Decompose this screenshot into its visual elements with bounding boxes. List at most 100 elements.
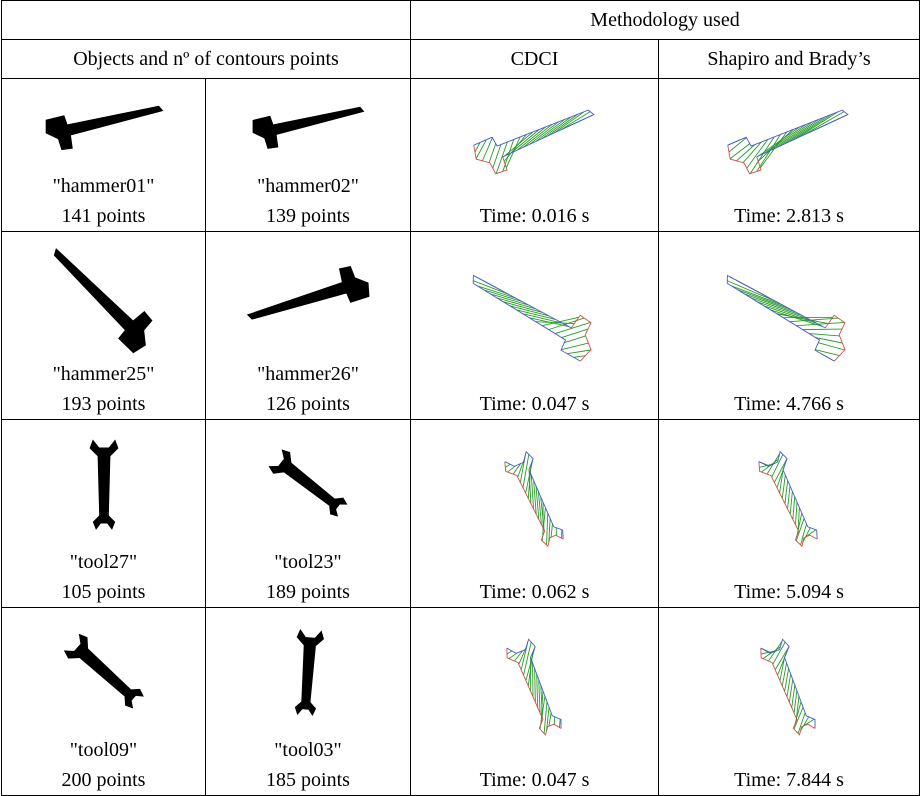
hatch-line <box>548 713 550 726</box>
contour-correspondence <box>506 639 560 735</box>
hatch-line <box>793 497 795 520</box>
point-count: 189 points <box>266 577 350 607</box>
hatch-line <box>506 651 511 654</box>
object-name: "tool03" <box>274 735 341 765</box>
hatch-line <box>542 117 571 139</box>
hatch-line <box>567 350 591 354</box>
header-row: Objects and nº of contours points CDCI S… <box>2 40 920 79</box>
objects-header: Objects and nº of contours points <box>2 40 411 79</box>
hatch-line <box>507 466 515 472</box>
hatch-line <box>516 310 556 320</box>
time-label: Time: 5.094 s <box>734 577 844 607</box>
figure <box>435 420 635 577</box>
point-count: 126 points <box>266 389 350 419</box>
hatch-line <box>538 680 539 714</box>
object-silhouette <box>295 629 324 716</box>
hatch-line <box>790 491 792 514</box>
figure <box>208 420 408 547</box>
object-silhouette <box>253 107 365 149</box>
hatch-line <box>785 481 788 504</box>
hatch-line <box>536 674 537 708</box>
object-name: "tool09" <box>70 735 137 765</box>
header-row: Methodology used <box>2 1 920 40</box>
cell: "hammer26"126 points <box>206 232 411 420</box>
outline <box>473 275 580 361</box>
cell: "hammer25"193 points <box>2 232 206 420</box>
time-label: Time: 0.047 s <box>480 765 590 795</box>
hatch-line <box>560 112 589 130</box>
hatch-line <box>505 464 510 467</box>
hatch-line <box>787 674 791 697</box>
figure <box>4 79 204 171</box>
hatch-line <box>792 685 795 708</box>
object-name: "hammer02" <box>257 171 359 201</box>
figure <box>689 420 889 577</box>
time-label: Time: 7.844 s <box>734 765 844 795</box>
empty-cell <box>2 1 411 40</box>
point-count: 105 points <box>62 577 146 607</box>
figure <box>4 420 204 547</box>
time-label: Time: 0.062 s <box>480 577 590 607</box>
figure <box>208 608 408 735</box>
hatch-line <box>809 334 839 336</box>
hatch-line <box>534 668 535 702</box>
object-silhouette <box>247 266 370 320</box>
hatch-line <box>489 144 496 163</box>
point-count: 200 points <box>62 765 146 795</box>
hatch-line <box>510 129 538 153</box>
group-header: Methodology used <box>411 1 920 40</box>
cell: Time: 4.766 s <box>659 232 920 420</box>
hatch-line <box>555 322 590 333</box>
cell: Time: 5.094 s <box>659 420 920 608</box>
hatch-line <box>508 653 516 659</box>
outline <box>504 452 562 539</box>
point-count: 185 points <box>266 765 350 795</box>
cell: "tool27"105 points <box>2 420 206 608</box>
object-name: "tool23" <box>274 547 341 577</box>
point-count: 141 points <box>62 201 146 231</box>
object-name: "tool27" <box>70 547 137 577</box>
cell: "tool09"200 points <box>2 608 206 796</box>
hatch-line <box>764 306 817 323</box>
hatch-line <box>757 302 809 320</box>
contour-correspondence <box>727 275 845 361</box>
result-row: "hammer25"193 points"hammer26"126 points… <box>2 232 920 420</box>
hatch-line <box>794 691 797 713</box>
contour-correspondence <box>473 110 593 174</box>
contour-correspondence <box>728 110 848 174</box>
hatch-line <box>729 138 746 152</box>
hatch-line <box>782 475 785 498</box>
cell: "tool23"189 points <box>206 420 411 608</box>
time-label: Time: 0.016 s <box>480 201 590 231</box>
object-name: "hammer01" <box>53 171 155 201</box>
figure <box>689 232 889 389</box>
method-header: Shapiro and Brady’s <box>659 40 920 79</box>
time-label: Time: 4.766 s <box>734 389 844 419</box>
cell: "tool03"185 points <box>206 608 411 796</box>
object-name: "hammer25" <box>53 359 155 389</box>
figure <box>4 608 204 735</box>
hatch-line <box>496 142 507 174</box>
figure <box>208 232 408 359</box>
object-silhouette <box>53 248 152 353</box>
method-header: CDCI <box>411 40 659 79</box>
hatch-line <box>796 112 838 139</box>
hatch-line <box>759 127 800 156</box>
object-silhouette <box>269 449 348 516</box>
contour-correspondence <box>473 275 591 361</box>
hatch-line <box>731 286 783 305</box>
figure <box>4 232 204 359</box>
cell: "hammer01"141 points <box>2 79 206 232</box>
hatch-line <box>789 680 792 703</box>
object-silhouette <box>89 440 118 530</box>
figure <box>689 79 889 201</box>
hatch-line <box>551 524 552 538</box>
outline <box>504 462 562 547</box>
hatch-line <box>788 486 790 509</box>
object-silhouette <box>45 106 163 150</box>
contour-correspondence <box>761 639 815 735</box>
cell: Time: 0.016 s <box>411 79 659 232</box>
contour-correspondence <box>759 452 817 547</box>
